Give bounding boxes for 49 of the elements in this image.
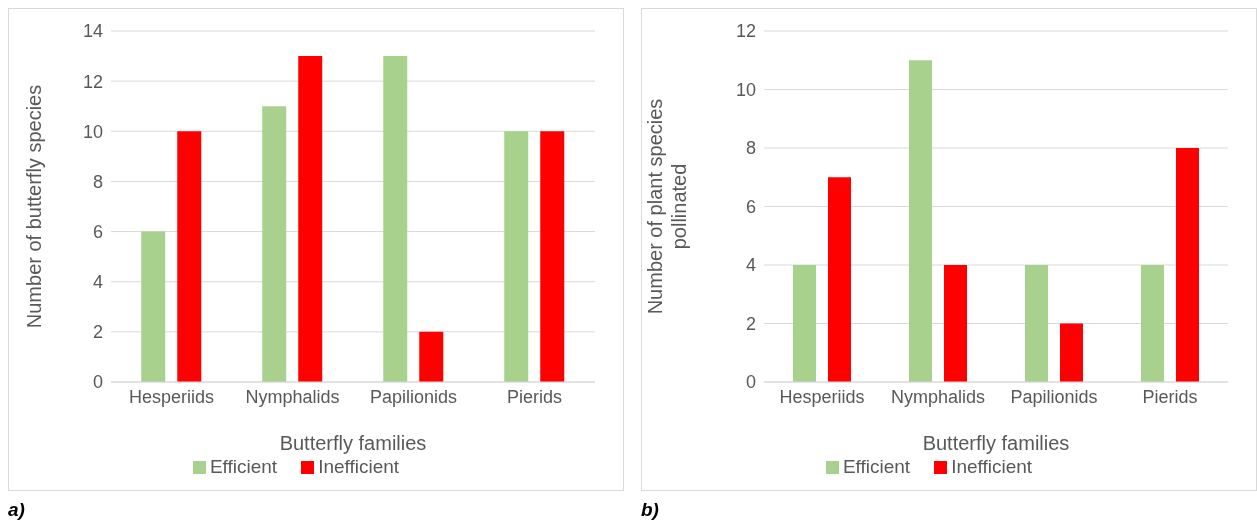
x-axis-title: Butterfly families: [279, 432, 427, 454]
x-tick-label: Hesperiids: [779, 386, 865, 407]
legend-label: Efficient: [209, 456, 278, 477]
bar: [419, 331, 444, 382]
bar: [383, 56, 408, 382]
text: b): [641, 499, 659, 520]
legend-label: Efficient: [842, 456, 911, 477]
y-axis-title: Number of butterfly species: [23, 84, 45, 329]
bar: [1025, 265, 1048, 382]
bar: [141, 231, 166, 382]
x-tick-label: Papilionids: [1010, 386, 1098, 407]
x-tick-label: Nymphalids: [890, 386, 986, 407]
legend-label: Inefficient: [318, 456, 400, 477]
bar: [540, 131, 565, 382]
y-tick-label: 14: [82, 21, 103, 42]
bar: [298, 56, 323, 382]
y-tick-label: 10: [735, 79, 756, 100]
bar: [177, 131, 202, 382]
legend-label: Inefficient: [951, 456, 1033, 477]
y-tick-label: 12: [82, 71, 103, 92]
y-tick-label: 0: [92, 372, 103, 393]
y-tick-label: 10: [82, 121, 103, 142]
bar: [909, 60, 932, 382]
bar: [1176, 148, 1199, 382]
x-tick-label: Hesperiids: [128, 386, 215, 407]
y-axis-title: Number of plant species pollinated: [644, 98, 690, 315]
bar: [262, 106, 287, 382]
y-tick-label: 0: [745, 372, 756, 393]
x-tick-label: Papilionids: [369, 386, 458, 407]
y-tick-label: 8: [92, 171, 103, 192]
y-tick-label: 6: [745, 196, 756, 217]
bar: [944, 265, 967, 382]
bar: [504, 131, 529, 382]
bar: [793, 265, 816, 382]
x-axis-title: Butterfly families: [922, 432, 1070, 454]
x-tick-label: Nymphalids: [245, 386, 340, 407]
y-tick-label: 6: [92, 221, 103, 242]
y-tick-label: 12: [735, 21, 756, 42]
y-tick-label: 4: [92, 272, 103, 293]
y-tick-label: 8: [745, 138, 756, 159]
x-tick-label: Pierids: [506, 386, 563, 407]
bar: [1060, 323, 1083, 382]
text: a): [8, 499, 25, 520]
y-tick-label: 2: [745, 313, 756, 334]
x-tick-label: Pierids: [1142, 386, 1198, 407]
bar: [1141, 265, 1164, 382]
y-tick-label: 4: [745, 255, 756, 276]
y-tick-label: 2: [92, 322, 103, 343]
bar: [828, 177, 851, 382]
